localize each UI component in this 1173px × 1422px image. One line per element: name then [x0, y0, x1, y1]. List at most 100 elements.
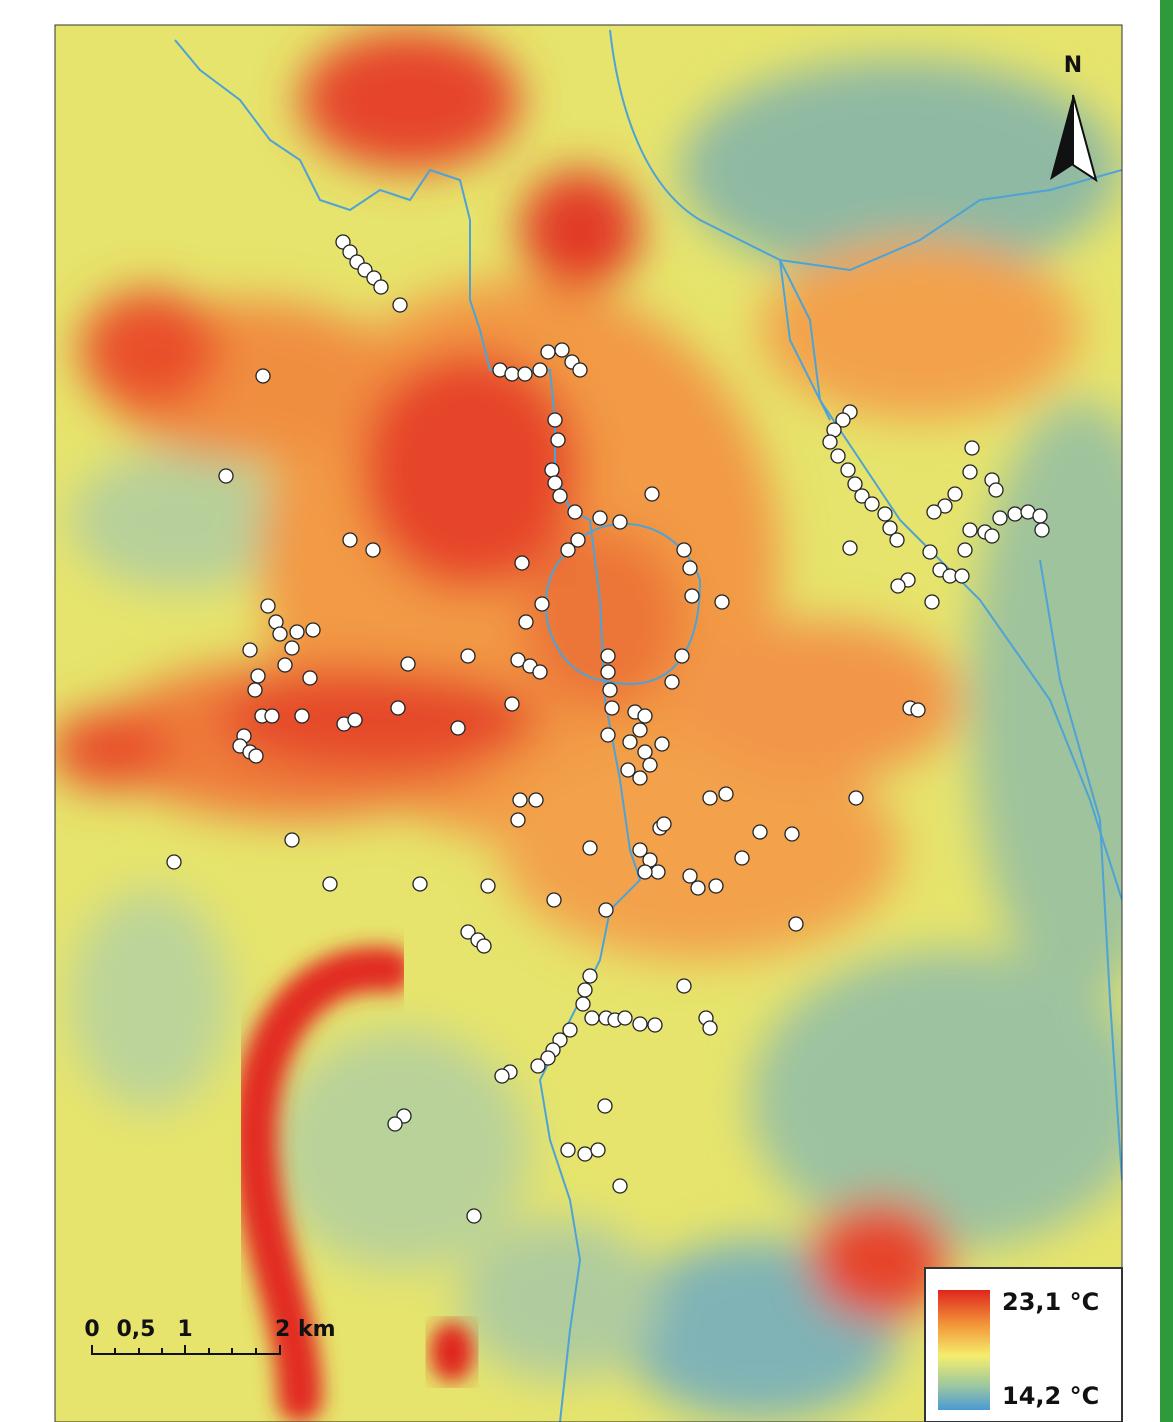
sample-point [567, 504, 583, 520]
sample-point [598, 902, 614, 918]
sample-point [656, 816, 672, 832]
sample-point [962, 522, 978, 538]
sample-point [248, 748, 264, 764]
sample-point [988, 482, 1004, 498]
sample-point [560, 542, 576, 558]
sample-point [476, 938, 492, 954]
sample-point [957, 542, 973, 558]
sample-point [342, 532, 358, 548]
sample-point [284, 832, 300, 848]
sample-point [590, 1142, 606, 1158]
sample-point [322, 876, 338, 892]
sample-point [218, 468, 234, 484]
sample-point [514, 555, 530, 571]
sample-point [534, 596, 550, 612]
sample-point [347, 712, 363, 728]
sample-point [708, 878, 724, 894]
sample-point [702, 790, 718, 806]
sample-point [830, 448, 846, 464]
sample-point [294, 708, 310, 724]
sample-point [575, 996, 591, 1012]
scale-label: 0,5 [117, 1317, 156, 1342]
sample-point [632, 722, 648, 738]
sample-point [1034, 522, 1050, 538]
sample-point [512, 792, 528, 808]
sample-point [577, 982, 593, 998]
sample-point [822, 434, 838, 450]
sample-point [684, 588, 700, 604]
sample-point [450, 720, 466, 736]
sample-point [582, 840, 598, 856]
sample-point [854, 488, 870, 504]
sample-point [412, 876, 428, 892]
sample-point [518, 614, 534, 630]
sample-point [532, 362, 548, 378]
sample-point [962, 464, 978, 480]
sample-point [682, 868, 698, 884]
sample-point [600, 648, 616, 664]
sample-point [882, 520, 898, 536]
sample-point [650, 864, 666, 880]
sample-point [1032, 508, 1048, 524]
sample-point [284, 640, 300, 656]
sample-point [550, 432, 566, 448]
sample-point [460, 648, 476, 664]
sample-point [532, 664, 548, 680]
sample-point [400, 656, 416, 672]
sample-point [864, 496, 880, 512]
sample-point [540, 1050, 556, 1066]
sample-point [612, 514, 628, 530]
sample-point [247, 682, 263, 698]
sample-point [647, 1017, 663, 1033]
sample-point [547, 412, 563, 428]
sample-point [460, 924, 476, 940]
sample-point [637, 864, 653, 880]
sample-point [365, 542, 381, 558]
sample-point [654, 736, 670, 752]
sample-point [676, 542, 692, 558]
map-frame [54, 24, 1123, 1422]
sample-point [530, 1058, 546, 1074]
sample-point [637, 744, 653, 760]
side-bar [1160, 0, 1173, 1422]
sample-point [544, 462, 560, 478]
sample-point [480, 878, 496, 894]
sample-point [600, 727, 616, 743]
sample-point [926, 504, 942, 520]
heat-raster [55, 25, 1122, 1422]
sample-point [602, 682, 618, 698]
legend: 23,1 °C 14,2 °C [924, 1267, 1123, 1422]
sample-point [714, 594, 730, 610]
sample-point [552, 488, 568, 504]
sample-point [632, 1016, 648, 1032]
sample-point [947, 486, 963, 502]
sample-point [289, 624, 305, 640]
sample-point [584, 1010, 600, 1026]
sample-point [1007, 506, 1023, 522]
sample-point [592, 510, 608, 526]
sample-point [612, 1178, 628, 1194]
sample-point [784, 826, 800, 842]
sample-point [992, 510, 1008, 526]
sample-point [554, 342, 570, 358]
sample-point [954, 568, 970, 584]
sample-point [890, 578, 906, 594]
scale-label: 0 [84, 1317, 99, 1342]
sample-point [674, 648, 690, 664]
sample-point [166, 854, 182, 870]
sample-point [690, 880, 706, 896]
legend-max: 23,1 °C [1002, 1288, 1099, 1316]
sample-point [510, 812, 526, 828]
sample-point [702, 1020, 718, 1036]
sample-point [964, 440, 980, 456]
sample-point [922, 544, 938, 560]
sample-point [392, 297, 408, 313]
sample-point [734, 850, 750, 866]
sample-point [264, 708, 280, 724]
scale-label: 2 km [275, 1317, 336, 1342]
sample-point [528, 792, 544, 808]
sample-point [617, 1010, 633, 1026]
sample-point [560, 1142, 576, 1158]
sample-point [250, 668, 266, 684]
sample-point [373, 279, 389, 295]
